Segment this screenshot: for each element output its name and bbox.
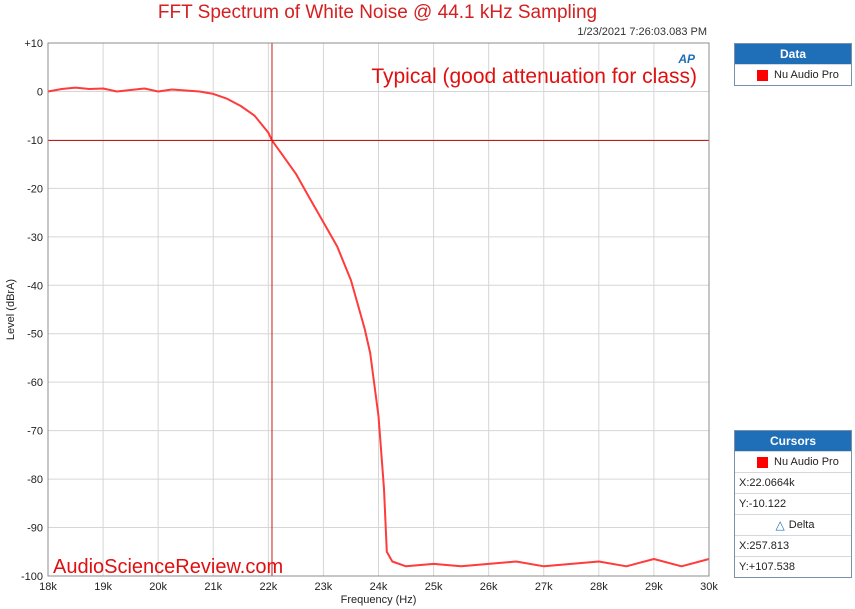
- series-layer: [47, 86, 710, 568]
- y-tick-label: -60: [27, 377, 43, 389]
- x-tick-label: 18k: [39, 581, 57, 593]
- x-tick-label: 28k: [590, 581, 608, 593]
- x-tick-label: 20k: [149, 581, 167, 593]
- legend-label: Nu Audio Pro: [774, 69, 839, 81]
- y-tick-label: -10: [27, 135, 43, 147]
- grid-layer: [47, 42, 710, 577]
- x-tick-label: 30k: [700, 581, 718, 593]
- delta-triangle-icon: △: [775, 518, 785, 532]
- y-tick-label: -30: [27, 232, 43, 244]
- y-tick-label: -100: [21, 571, 43, 583]
- x-tick-label: 19k: [94, 581, 112, 593]
- y-axis-label: Level (dBrA): [5, 279, 17, 340]
- x-tick-label: 22k: [259, 581, 277, 593]
- ap-logo: AP: [677, 52, 696, 66]
- x-axis-label: Frequency (Hz): [341, 594, 417, 606]
- x-tick-label: 26k: [480, 581, 498, 593]
- series-color-swatch: [757, 456, 768, 468]
- annotation-text: Typical (good attenuation for class): [371, 65, 697, 88]
- y-tick-label: -70: [27, 426, 43, 438]
- x-tick-label: 25k: [425, 581, 443, 593]
- y-tick-label: -40: [27, 280, 43, 292]
- series-line: [47, 86, 710, 568]
- delta-row: △ Delta: [735, 514, 851, 535]
- y-tick-label: -50: [27, 329, 43, 341]
- y-tick-label: +10: [24, 38, 43, 50]
- plot-frame: [47, 42, 710, 577]
- chart-title: FFT Spectrum of White Noise @ 44.1 kHz S…: [157, 2, 598, 23]
- cursors-panel: Cursors Nu Audio Pro X:22.0664k Y:-10.12…: [734, 430, 852, 578]
- y-tick-label: 0: [37, 86, 43, 98]
- cursor-layer: [48, 43, 709, 576]
- x-tick-label: 24k: [370, 581, 388, 593]
- y-tick-label: -90: [27, 523, 43, 535]
- x-tick-label: 23k: [315, 581, 333, 593]
- legend-entry[interactable]: Nu Audio Pro: [735, 64, 851, 85]
- cursors-panel-title: Cursors: [735, 431, 851, 451]
- timestamp: 1/23/2021 7:26:03.083 PM: [577, 26, 707, 38]
- y-tick-label: -80: [27, 474, 43, 486]
- cursor-y-readout: Y:-10.122: [735, 493, 851, 514]
- series-color-swatch: [757, 69, 768, 81]
- cursor-x-readout: X:22.0664k: [735, 472, 851, 493]
- delta-y-readout: Y:+107.538: [735, 556, 851, 577]
- data-panel: Data Nu Audio Pro: [734, 43, 852, 86]
- x-tick-label: 29k: [645, 581, 663, 593]
- watermark-text: AudioScienceReview.com: [53, 556, 283, 578]
- x-tick-label: 21k: [204, 581, 222, 593]
- delta-label: Delta: [788, 519, 815, 531]
- cursor-series-entry[interactable]: Nu Audio Pro: [735, 451, 851, 472]
- cursor-series-label: Nu Audio Pro: [774, 456, 839, 468]
- x-tick-label: 27k: [535, 581, 553, 593]
- tick-labels: 18k 19k 20k 21k 22k 23k 24k 25k 26k 27k 28k 29k 30k +…: [21, 38, 718, 593]
- data-panel-title: Data: [735, 44, 851, 64]
- delta-x-readout: X:257.813: [735, 535, 851, 556]
- y-tick-label: -20: [27, 183, 43, 195]
